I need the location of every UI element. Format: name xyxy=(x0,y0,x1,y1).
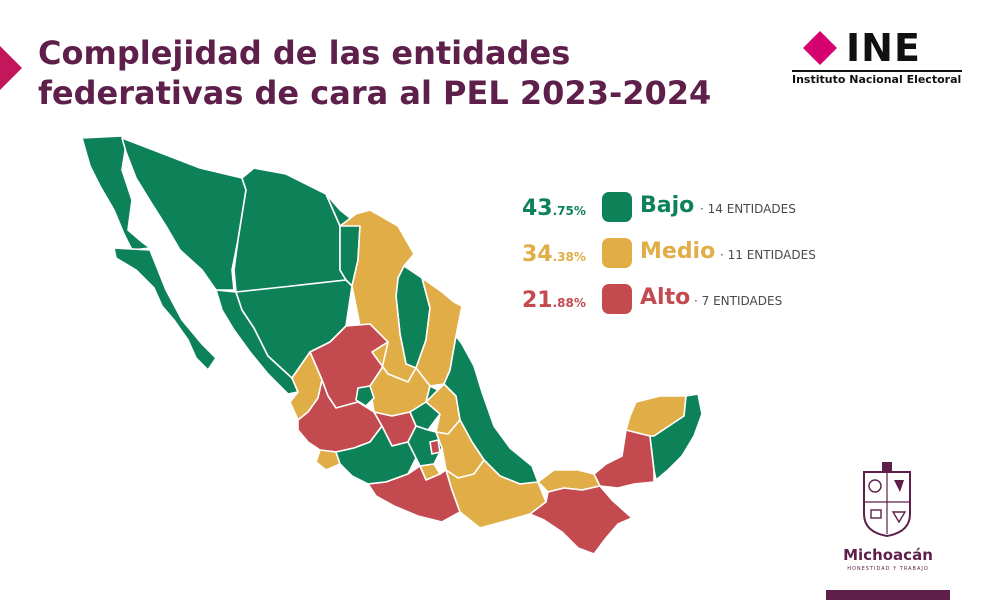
legend: 43.75% Bajo · 14 ENTIDADES 34.38% Medio … xyxy=(522,190,862,328)
corner-accent-mark xyxy=(0,46,22,90)
legend-row-alto: 21.88% Alto · 7 ENTIDADES xyxy=(522,282,862,328)
ine-logo-rule xyxy=(792,70,962,72)
legend-alto-count: · 7 ENTIDADES xyxy=(694,294,783,308)
mexico-complexity-map xyxy=(81,135,703,555)
legend-alto-label: Alto xyxy=(640,285,691,310)
michoacan-wordmark: Michoacán xyxy=(843,546,933,564)
page-title-line-2: federativas de cara al PEL 2023-2024 xyxy=(38,74,712,112)
footer-accent-bar xyxy=(826,590,950,600)
legend-alto-swatch xyxy=(602,284,632,314)
region-colima xyxy=(315,449,341,471)
region-quintana-roo xyxy=(649,393,703,481)
legend-alto-percentage: 21.88% xyxy=(522,288,586,313)
ine-diamond-icon xyxy=(803,31,837,65)
legend-medio-count: · 11 ENTIDADES xyxy=(720,248,816,262)
region-baja-california-sur xyxy=(113,247,217,371)
legend-bajo-percentage: 43.75% xyxy=(522,196,586,221)
region-oaxaca xyxy=(445,459,547,529)
ine-full-name: Instituto Nacional Electoral xyxy=(792,73,962,86)
legend-medio-pct-integer: 34 xyxy=(522,242,553,267)
legend-alto-pct-decimal: .88% xyxy=(552,296,586,310)
legend-medio-swatch xyxy=(602,238,632,268)
region-cdmx xyxy=(429,439,441,455)
legend-bajo-swatch xyxy=(602,192,632,222)
legend-alto-pct-integer: 21 xyxy=(522,288,553,313)
michoacan-coat-of-arms-icon xyxy=(863,462,911,538)
region-chiapas xyxy=(529,485,633,555)
ine-acronym: INE xyxy=(846,26,921,70)
page-title: Complejidad de las entidades federativas… xyxy=(38,33,711,113)
region-tamaulipas xyxy=(339,209,417,383)
michoacan-tagline: HONESTIDAD Y TRABAJO xyxy=(847,566,929,572)
legend-row-medio: 34.38% Medio · 11 ENTIDADES xyxy=(522,236,862,282)
region-aguascalientes xyxy=(355,385,375,407)
legend-bajo-pct-decimal: .75% xyxy=(552,204,586,218)
legend-medio-label: Medio xyxy=(640,239,716,264)
legend-bajo-pct-integer: 43 xyxy=(522,196,553,221)
legend-bajo-label: Bajo xyxy=(640,193,695,218)
legend-row-bajo: 43.75% Bajo · 14 ENTIDADES xyxy=(522,190,862,236)
legend-bajo-count: · 14 ENTIDADES xyxy=(700,202,796,216)
page-title-line-1: Complejidad de las entidades xyxy=(38,34,571,72)
legend-medio-percentage: 34.38% xyxy=(522,242,586,267)
legend-medio-pct-decimal: .38% xyxy=(552,250,586,264)
region-chihuahua xyxy=(233,167,347,293)
